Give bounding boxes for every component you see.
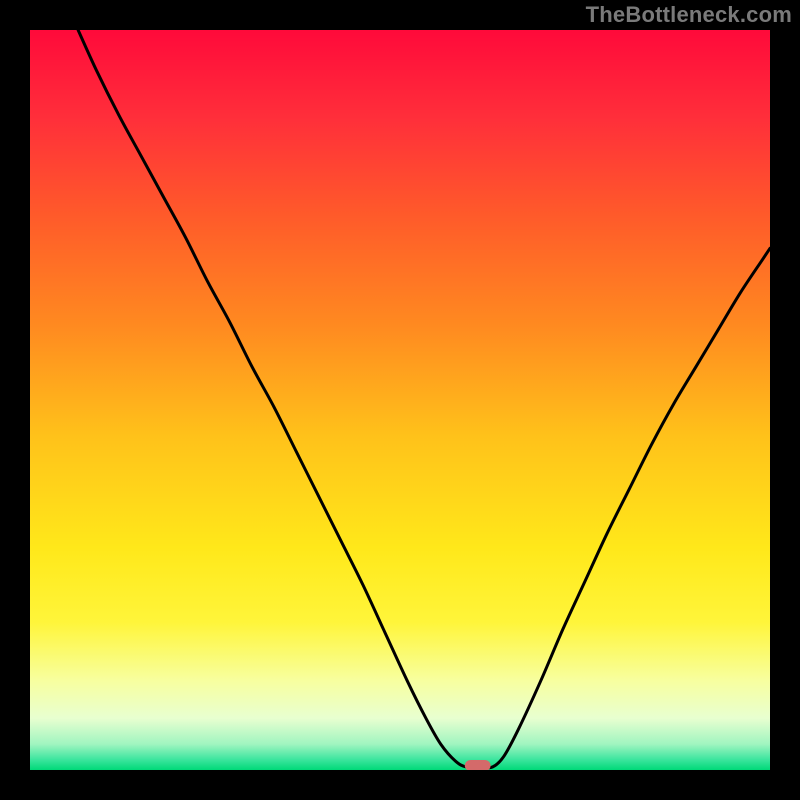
watermark-text: TheBottleneck.com <box>586 2 792 28</box>
plot-area <box>30 30 770 770</box>
optimal-marker <box>465 760 491 770</box>
plot-svg <box>30 30 770 770</box>
chart-container: TheBottleneck.com <box>0 0 800 800</box>
gradient-background <box>30 30 770 770</box>
